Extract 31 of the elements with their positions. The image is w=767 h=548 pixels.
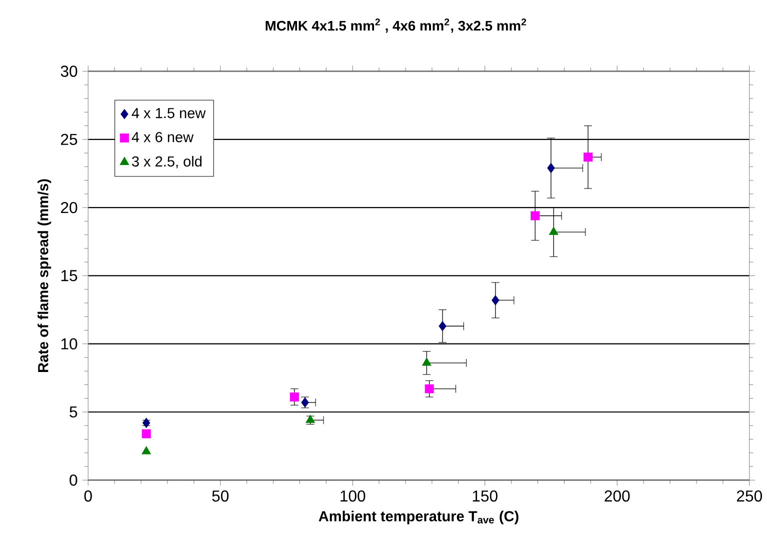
x-tick-label: 100 [340, 490, 366, 502]
point [584, 152, 593, 162]
point [142, 446, 151, 454]
y-tick-label: 30 [60, 65, 78, 77]
point [142, 429, 151, 438]
point [142, 418, 150, 428]
point [530, 211, 540, 220]
legend-label: 3 x 2.5, old [132, 156, 202, 168]
x-tick-label: 0 [84, 490, 92, 502]
legend-label: 4 x 6 new [132, 132, 194, 142]
point [422, 357, 432, 366]
x-tick-label: 50 [212, 490, 229, 502]
point [549, 226, 558, 235]
y-axis-title: Rate of flame spread (mm/s) [38, 179, 52, 372]
point [547, 162, 555, 173]
chart-title: MCMK 4x1.5 mm$^{2}$ , 4x6 mm$^{2}$, 3x2.5 mm$^{2}$ [266, 18, 526, 32]
point [424, 384, 434, 394]
point [290, 392, 299, 402]
x-axis-title: Ambient temperature T$_{ave}$ (C) [318, 510, 518, 524]
y-tick-label: 15 [61, 270, 78, 282]
x-tick-label: 200 [604, 490, 630, 502]
point [438, 320, 446, 331]
y-tick-label: 10 [61, 338, 78, 350]
y-tick-label: 5 [70, 406, 78, 418]
legend-label: 4 x 1.5 new [132, 108, 206, 118]
y-tick-label: 0 [70, 474, 78, 486]
y-tick-label: 25 [60, 134, 78, 145]
point [492, 295, 500, 306]
y-tick-label: 20 [60, 202, 78, 213]
x-tick-label: 150 [472, 490, 498, 502]
x-tick-label: 250 [736, 490, 762, 502]
